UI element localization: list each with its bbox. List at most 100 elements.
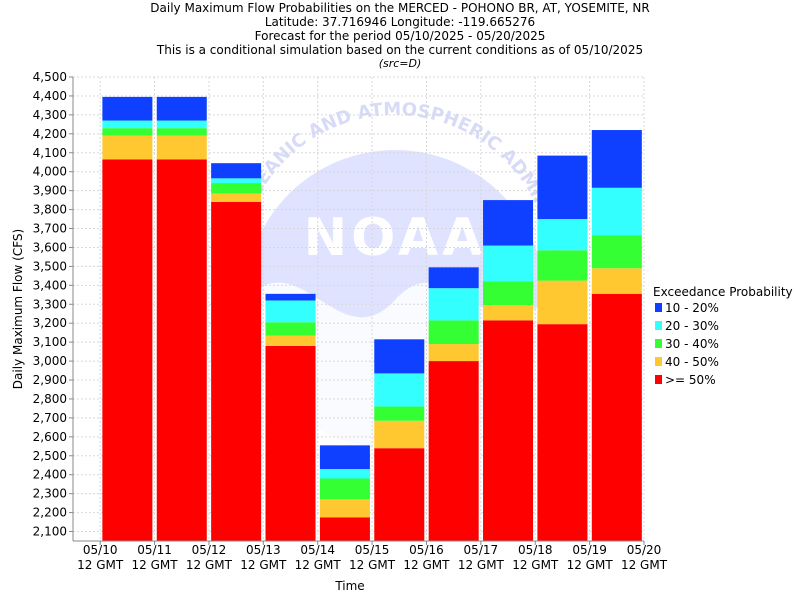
- bar-segment: [156, 120, 207, 129]
- x-tick-time-label: 12 GMT: [240, 558, 287, 572]
- legend-label: 30 - 40%: [665, 337, 719, 351]
- chart-subtitle: (src=D): [378, 57, 422, 70]
- legend-swatch: [655, 375, 662, 384]
- y-tick-label: 4,200: [33, 127, 67, 141]
- x-tick-time-label: 12 GMT: [77, 558, 124, 572]
- x-tick-date-label: 05/14: [300, 543, 335, 557]
- y-tick-label: 3,600: [33, 240, 67, 254]
- bar-segment: [374, 448, 425, 541]
- x-tick-time-label: 12 GMT: [349, 558, 396, 572]
- y-tick-label: 3,500: [33, 259, 67, 273]
- bar-segment: [102, 128, 153, 136]
- y-tick-label: 4,500: [33, 70, 67, 84]
- legend-label: >= 50%: [665, 373, 716, 387]
- bar-segment: [591, 293, 642, 541]
- x-tick-date-label: 05/19: [572, 543, 607, 557]
- y-tick-label: 2,100: [33, 525, 67, 539]
- x-tick-time-label: 12 GMT: [621, 558, 668, 572]
- bar-segment: [374, 373, 425, 407]
- bar-segment: [211, 183, 262, 194]
- bar-segment: [591, 187, 642, 236]
- bar-segment: [428, 320, 479, 345]
- y-tick-label: 3,300: [33, 297, 67, 311]
- chart-title-line-4: This is a conditional simulation based o…: [156, 43, 644, 57]
- y-tick-label: 4,300: [33, 108, 67, 122]
- y-tick-label: 3,800: [33, 203, 67, 217]
- noaa-logo-text: NOAA: [304, 208, 487, 268]
- bar-segment: [483, 320, 534, 541]
- y-tick-label: 2,600: [33, 430, 67, 444]
- bar-segment: [537, 324, 588, 541]
- legend-swatch: [655, 357, 662, 366]
- bar-segment: [591, 235, 642, 269]
- x-tick-time-label: 12 GMT: [295, 558, 342, 572]
- y-tick-label: 3,900: [33, 184, 67, 198]
- bar-segment: [483, 305, 534, 321]
- bar-segment: [102, 159, 153, 541]
- bar-segment: [102, 120, 153, 129]
- legend-label: 10 - 20%: [665, 301, 719, 315]
- x-tick-date-label: 05/11: [137, 543, 172, 557]
- bar-segment: [537, 219, 588, 251]
- chart-title-line-2: Latitude: 37.716946 Longitude: -119.6652…: [264, 15, 536, 29]
- y-tick-label: 3,100: [33, 335, 67, 349]
- x-tick-date-label: 05/10: [83, 543, 118, 557]
- bar-segment: [319, 445, 370, 470]
- bar-segment: [319, 517, 370, 541]
- legend-title: Exceedance Probability: [653, 285, 793, 299]
- bar-segment: [319, 469, 370, 479]
- x-tick-time-label: 12 GMT: [458, 558, 505, 572]
- y-tick-label: 4,100: [33, 146, 67, 160]
- bar-segment: [265, 322, 316, 336]
- chart-title-line-1: Daily Maximum Flow Probabilities on the …: [150, 1, 650, 15]
- x-tick-time-label: 12 GMT: [132, 558, 179, 572]
- y-tick-label: 2,800: [33, 392, 67, 406]
- x-tick-time-label: 12 GMT: [403, 558, 450, 572]
- bar-segment: [156, 135, 207, 160]
- y-tick-label: 2,200: [33, 506, 67, 520]
- y-tick-label: 4,400: [33, 89, 67, 103]
- bar-segment: [374, 420, 425, 449]
- bar-segment: [591, 130, 642, 188]
- y-axis-label: Daily Maximum Flow (CFS): [11, 229, 25, 389]
- bar-segment: [319, 499, 370, 518]
- y-tick-label: 2,900: [33, 373, 67, 387]
- bar-segment: [483, 281, 534, 306]
- y-tick-label: 2,500: [33, 449, 67, 463]
- bar-segment: [537, 250, 588, 281]
- x-tick-date-label: 05/13: [246, 543, 281, 557]
- bar-segment: [428, 267, 479, 289]
- x-tick-date-label: 05/20: [627, 543, 662, 557]
- legend: Exceedance Probability 10 - 20% 20 - 30% 3…: [653, 285, 793, 387]
- bar-segment: [483, 245, 534, 282]
- legend-swatch: [655, 321, 662, 330]
- chart-title-line-3: Forecast for the period 05/10/2025 - 05/…: [254, 29, 546, 43]
- y-tick-label: 3,700: [33, 222, 67, 236]
- x-axis-label: Time: [334, 579, 364, 593]
- bar-segment: [374, 406, 425, 421]
- bar-segment: [374, 339, 425, 374]
- bar-segment: [483, 200, 534, 246]
- y-tick-label: 3,200: [33, 316, 67, 330]
- bar-segment: [265, 300, 316, 323]
- y-tick-label: 3,000: [33, 354, 67, 368]
- x-tick-time-label: 12 GMT: [186, 558, 233, 572]
- bar-segment: [428, 344, 479, 362]
- y-tick-label: 2,400: [33, 468, 67, 482]
- bar-segment: [156, 96, 207, 121]
- bar-segment: [537, 280, 588, 325]
- bar-segment: [428, 361, 479, 541]
- x-tick-date-label: 05/18: [518, 543, 553, 557]
- bar-segment: [319, 478, 370, 500]
- chart-titles: Daily Maximum Flow Probabilities on the …: [0, 1, 800, 71]
- y-tick-label: 2,700: [33, 411, 67, 425]
- y-tick-label: 4,000: [33, 165, 67, 179]
- bar-segment: [102, 135, 153, 160]
- x-tick-date-label: 05/15: [355, 543, 390, 557]
- x-tick-time-label: 12 GMT: [512, 558, 559, 572]
- legend-swatch: [655, 339, 662, 348]
- y-tick-label: 2,300: [33, 487, 67, 501]
- legend-label: 20 - 30%: [665, 319, 719, 333]
